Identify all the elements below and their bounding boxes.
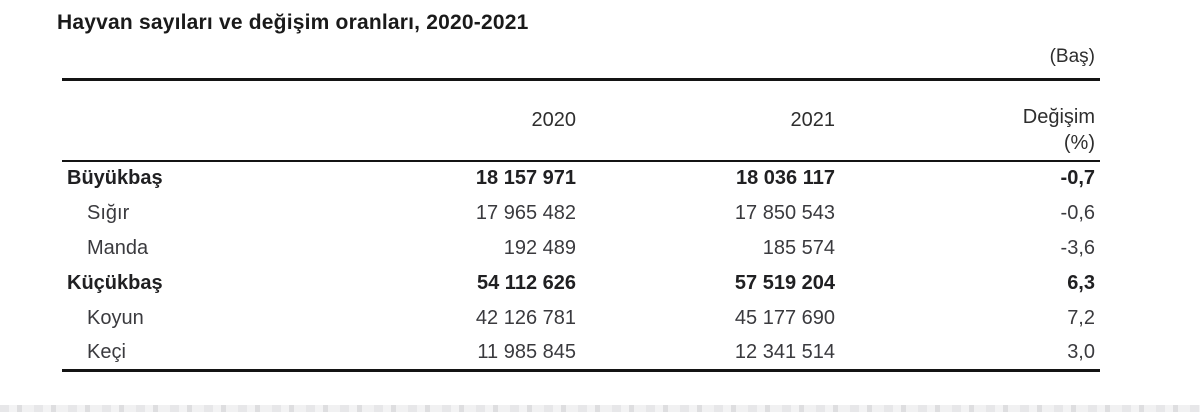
- value-2020: 18 157 971: [475, 167, 576, 189]
- value-change: -0,7: [1060, 167, 1095, 189]
- page-title: Hayvan sayıları ve değişim oranları, 202…: [57, 11, 529, 34]
- value-change: 6,3: [1067, 271, 1095, 294]
- value-2020: 42 126 781: [475, 306, 576, 329]
- header-change-line2: (%): [1063, 131, 1095, 154]
- table-row-kucukbas: Küçükbaş 54 112 626 57 519 204 6,3: [62, 266, 1100, 301]
- row-label: Büyükbaş: [67, 167, 163, 189]
- value-2020: 54 112 626: [477, 271, 576, 294]
- header-change-line1: Değişim: [1022, 106, 1095, 129]
- value-change: -0,6: [1060, 201, 1095, 224]
- table-row-sigir: Sığır 17 965 482 17 850 543 -0,6: [62, 196, 1100, 231]
- table-row-koyun: Koyun 42 126 781 45 177 690 7,2: [62, 301, 1100, 336]
- value-2021: 17 850 543: [734, 201, 835, 224]
- value-change: 3,0: [835, 335, 1100, 372]
- value-2021: 45 177 690: [734, 306, 835, 329]
- header-2020: 2020: [302, 79, 576, 162]
- header-2021: 2021: [576, 79, 835, 162]
- row-label: Keçi: [62, 335, 302, 372]
- livestock-table: 2020 2021 Değişim (%) Büyükbaş 18 157 97…: [62, 78, 1100, 372]
- row-label: Küçükbaş: [67, 271, 163, 294]
- value-change: 7,2: [1067, 306, 1095, 329]
- value-2021: 185 574: [762, 236, 835, 259]
- value-2021: 18 036 117: [736, 167, 835, 189]
- value-2021: 57 519 204: [734, 271, 835, 294]
- header-row: 2020 2021 Değişim (%): [62, 79, 1100, 162]
- table-row-keci: Keçi 11 985 845 12 341 514 3,0: [62, 335, 1100, 372]
- row-label: Koyun: [87, 306, 144, 329]
- value-2020: 11 985 845: [302, 335, 576, 372]
- value-2020: 192 489: [503, 236, 576, 259]
- table-row-manda: Manda 192 489 185 574 -3,6: [62, 231, 1100, 266]
- value-2021: 12 341 514: [576, 335, 835, 372]
- table-header: 2020 2021 Değişim (%): [62, 79, 1100, 162]
- livestock-table-container: 2020 2021 Değişim (%) Büyükbaş 18 157 97…: [62, 78, 1100, 372]
- row-label: Sığır: [87, 201, 130, 224]
- unit-label: (Baş): [1049, 46, 1095, 67]
- table-row-buyukbas: Büyükbaş 18 157 971 18 036 117 -0,7: [62, 161, 1100, 196]
- header-change-percent: Değişim (%): [835, 79, 1100, 162]
- value-2020: 17 965 482: [475, 201, 576, 224]
- header-label-column: [62, 79, 302, 162]
- bottom-edge-artifact: [0, 405, 1200, 412]
- table-body: Büyükbaş 18 157 971 18 036 117 -0,7 Sığı…: [62, 161, 1100, 372]
- value-change: -3,6: [1060, 236, 1095, 259]
- row-label: Manda: [87, 236, 149, 259]
